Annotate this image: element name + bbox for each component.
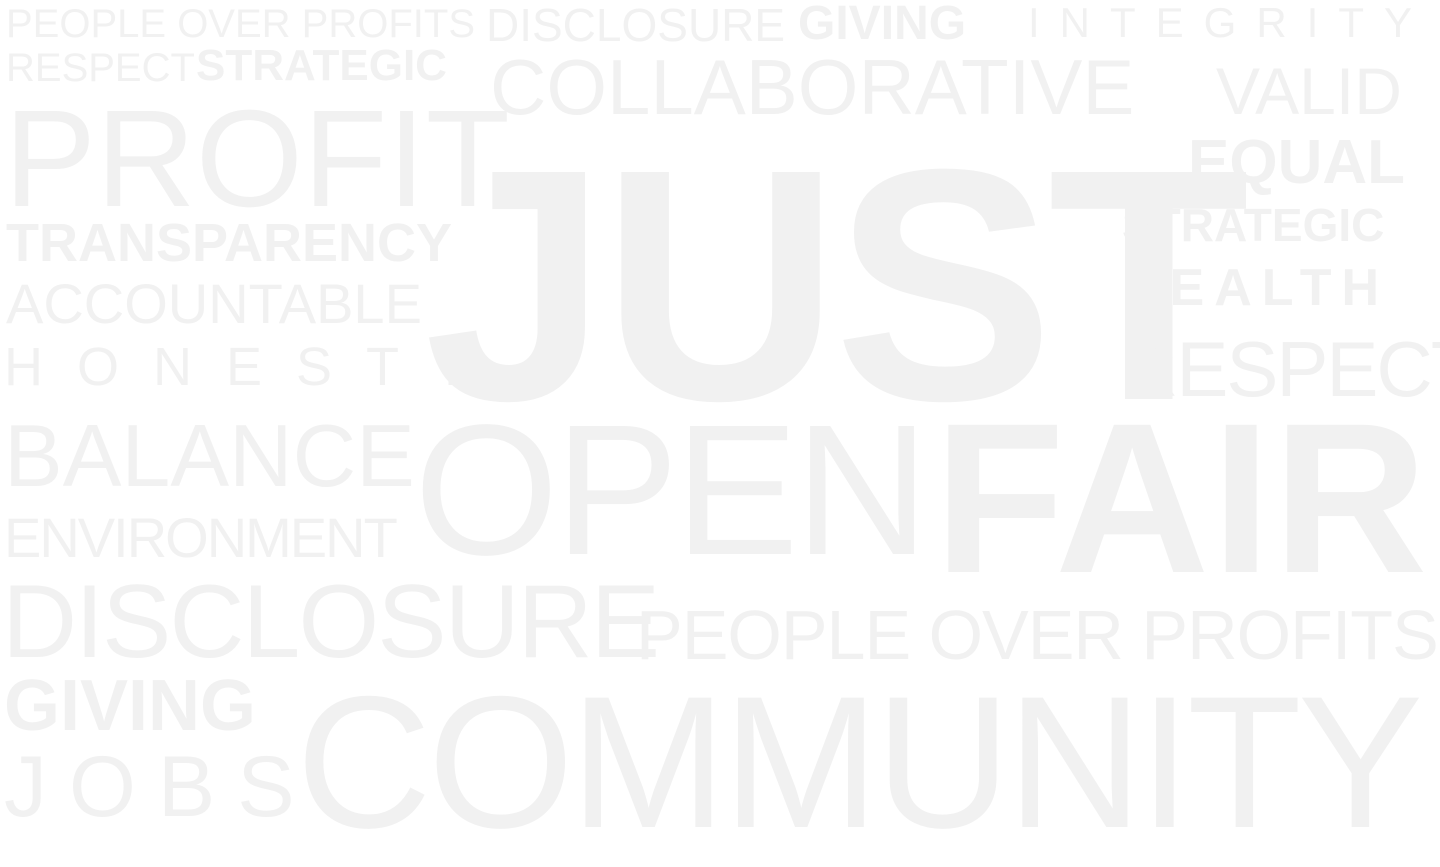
- word-honesty: HONESTY: [4, 337, 504, 397]
- word-accountable: ACCOUNTABLE: [6, 272, 422, 335]
- word-collaborative: COLLABORATIVE: [490, 43, 1135, 131]
- word-people-over-profits-2: PEOPLE OVER PROFITS: [636, 596, 1439, 674]
- word-respect-2: RESPECT: [1122, 325, 1440, 413]
- word-jobs: JOBS: [4, 739, 317, 835]
- word-community: COMMUNITY: [296, 657, 1423, 867]
- word-disclosure: DISCLOSURE: [486, 0, 786, 51]
- word-strategic-2: STRATEGIC: [1122, 199, 1385, 251]
- word-valid: VALID: [1216, 54, 1402, 128]
- word-health: HEALTH: [1122, 259, 1390, 317]
- word-environment: ENVIRONMENT: [4, 506, 398, 569]
- word-transparency: TRANSPARENCY: [6, 213, 453, 273]
- word-respect: RESPECT: [6, 46, 195, 90]
- word-integrity: INTEGRITY: [1028, 0, 1433, 46]
- word-giving-2: GIVING: [4, 666, 257, 746]
- word-just: JUST: [424, 100, 1250, 469]
- word-disclosure-2: DISCLOSURE: [2, 564, 660, 680]
- word-balance: BALANCE: [4, 406, 415, 505]
- word-profit: PROFIT: [4, 82, 510, 236]
- word-people-over-profits: PEOPLE OVER PROFITS: [6, 2, 476, 46]
- word-strategic: STRATEGIC: [196, 41, 447, 90]
- word-open: OPEN: [414, 387, 929, 594]
- word-fair: FAIR: [934, 379, 1430, 618]
- word-giving: GIVING: [798, 0, 967, 50]
- word-equal: EQUAL: [1188, 128, 1405, 197]
